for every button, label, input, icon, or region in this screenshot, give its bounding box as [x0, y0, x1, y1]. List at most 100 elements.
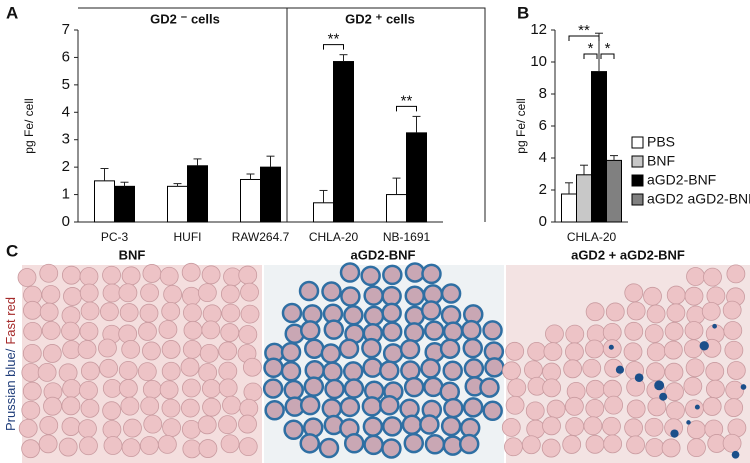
cell	[626, 301, 646, 321]
significance-label: **	[328, 31, 340, 48]
cell	[79, 283, 99, 303]
cell	[624, 283, 644, 303]
cell	[161, 340, 181, 359]
y-tick-label: 2	[62, 158, 70, 175]
cell	[139, 436, 159, 455]
cell	[22, 343, 42, 363]
cell	[318, 437, 340, 459]
cell	[647, 397, 667, 417]
cell	[666, 285, 686, 305]
cell	[646, 304, 666, 324]
cell	[62, 379, 81, 398]
x-tick-label: NB-1691	[383, 230, 431, 244]
cell	[442, 321, 464, 342]
cell	[199, 343, 219, 363]
cell	[78, 419, 97, 439]
cell	[140, 396, 160, 416]
cell	[362, 416, 384, 437]
cell	[38, 434, 58, 454]
cell	[39, 302, 59, 322]
cell	[541, 438, 561, 458]
cell	[321, 398, 343, 419]
cell	[440, 283, 462, 304]
cell	[685, 358, 705, 378]
cell	[462, 397, 484, 418]
cell	[338, 338, 360, 360]
cell	[684, 321, 704, 340]
cell	[723, 321, 743, 340]
y-tick-label: 7	[62, 21, 70, 38]
cell	[181, 286, 201, 306]
cell	[202, 397, 221, 417]
bar	[167, 185, 188, 223]
cell	[424, 433, 446, 455]
cell	[644, 417, 664, 437]
cell	[461, 319, 482, 341]
significance-label: **	[401, 92, 413, 109]
cell	[143, 414, 163, 434]
stain	[615, 365, 625, 374]
y-tick-label: 6	[539, 117, 547, 134]
cell	[439, 338, 461, 359]
cell	[42, 344, 62, 363]
cell	[443, 397, 464, 419]
cell	[725, 380, 745, 400]
group-label: GD2 ⁻ cells	[150, 11, 220, 26]
image-title: BNF	[119, 247, 146, 262]
cell	[646, 362, 665, 382]
cell	[80, 301, 100, 321]
cell	[482, 320, 503, 341]
cell	[242, 357, 262, 377]
bar	[576, 174, 592, 223]
cell	[280, 341, 302, 363]
cell	[102, 401, 122, 421]
x-tick-label: RAW264.7	[232, 230, 290, 244]
cell	[602, 322, 622, 342]
y-axis-label: pg Fe/ cell	[22, 98, 36, 153]
cell	[462, 337, 484, 359]
cell	[80, 398, 100, 418]
cell	[120, 396, 140, 416]
x-tick-label: CHLA-20	[309, 230, 359, 244]
cell	[299, 320, 321, 341]
cell	[702, 397, 722, 416]
cell	[545, 324, 564, 344]
cell	[163, 284, 183, 304]
bar	[240, 178, 261, 223]
cell	[283, 379, 305, 401]
cell	[705, 362, 725, 381]
cell	[121, 339, 141, 359]
cell	[343, 378, 365, 399]
cell	[99, 358, 118, 378]
cell	[403, 322, 425, 343]
cell	[440, 415, 462, 437]
cell	[343, 305, 364, 326]
cell	[339, 396, 361, 418]
cell	[602, 416, 621, 436]
cell	[404, 262, 426, 283]
cell	[339, 262, 361, 283]
bar	[187, 165, 208, 223]
cell	[140, 283, 159, 303]
cell	[80, 361, 100, 381]
cell	[159, 266, 179, 286]
legend-swatch	[631, 136, 644, 149]
cell	[565, 417, 585, 436]
cell	[505, 341, 525, 361]
cell	[280, 361, 302, 382]
cell	[121, 438, 141, 458]
cell	[565, 396, 584, 416]
cell	[340, 286, 361, 307]
cell	[381, 321, 403, 342]
cell	[687, 438, 706, 458]
cell	[240, 304, 260, 324]
cell	[363, 434, 384, 456]
y-axis-label: pg Fe/ cell	[514, 98, 528, 153]
cell	[724, 398, 744, 417]
cell	[138, 322, 157, 341]
y-tick-label: 3	[62, 131, 70, 148]
cell	[645, 438, 665, 457]
cell	[281, 302, 303, 324]
cell	[181, 419, 201, 439]
